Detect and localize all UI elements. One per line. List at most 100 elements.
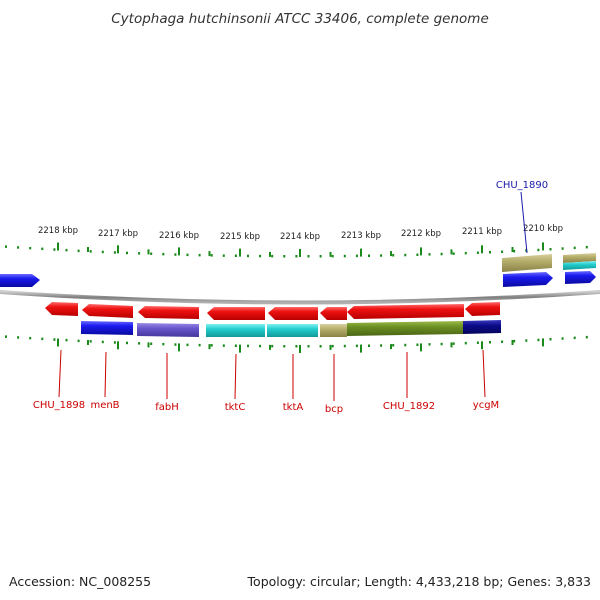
tick-mark [174,253,177,256]
lower-ruler-ticks [5,335,588,353]
cds-arrow-tkta[interactable] [268,307,318,320]
tick-mark [537,338,540,342]
accession-info: Accession: NC_008255 [9,574,151,589]
tick-mark [489,251,491,254]
tick-mark [198,343,201,347]
gene-block[interactable] [563,261,596,270]
tick-mark [101,340,104,344]
cds-arrow-fabh[interactable] [138,306,199,319]
reverse-strand-cds [45,302,500,320]
tick-mark [138,252,141,255]
tick-mark [150,252,153,255]
gene-arrow-forward[interactable] [565,271,596,284]
cds-arrow-chu1898[interactable] [45,302,78,316]
leader-line [482,349,486,398]
gene-labels: CHU_1898 menB fabH tktC tktA bcp CHU_189… [33,180,548,415]
feature-block-tkta[interactable] [267,324,318,337]
gene-label-fabh[interactable]: fabH [155,402,179,413]
ruler-label: 2217 kbp [98,229,138,239]
tick-mark [65,248,68,252]
gene-block-chu1890[interactable] [502,254,552,272]
ruler-label: 2211 kbp [462,227,502,237]
tick-mark [17,246,20,249]
tick-mark [41,337,44,341]
major-tick-mark [57,242,59,251]
tick-mark [525,339,528,342]
cds-arrow-ycgm[interactable] [465,302,500,316]
tick-mark [513,339,516,343]
gene-label-chu1898[interactable]: CHU_1898 [33,400,85,411]
major-tick-mark [117,245,119,254]
feature-block-chu1892[interactable] [347,321,463,336]
tick-mark [343,344,346,348]
tick-mark [380,344,383,347]
feature-block-ycgm[interactable] [463,320,501,334]
cds-arrow-bcp[interactable] [320,307,347,320]
minor-tick-mark [329,344,332,350]
major-tick-mark [178,247,180,256]
gene-label-ycgm[interactable]: ycgM [473,400,499,411]
tick-mark [331,254,334,258]
tick-mark [126,251,128,255]
major-tick-mark [360,344,362,353]
tick-mark [368,254,370,257]
major-tick-mark [239,344,241,353]
feature-block-fabh[interactable] [137,323,199,337]
minor-tick-mark [147,342,150,348]
gene-label-tkta[interactable]: tktA [283,402,304,413]
tick-mark [186,253,189,257]
tick-mark [549,248,552,251]
topology-value: circular [310,574,357,589]
feature-block-tktc[interactable] [206,324,265,337]
tick-mark [113,251,116,254]
tick-mark [392,254,395,257]
forward-strand-features [0,271,596,287]
tick-mark [404,253,407,257]
cds-arrow-menb[interactable] [82,304,133,318]
tick-mark [319,255,322,258]
map-title: Cytophaga hutchinsonii ATCC 33406, compl… [111,11,489,27]
tick-mark [113,341,116,344]
ruler-label: 2216 kbp [159,231,199,241]
tick-mark [464,341,467,345]
tick-mark [234,254,237,257]
minor-tick-mark [269,251,271,257]
tick-mark [138,342,141,345]
cds-arrow-tktc[interactable] [207,307,265,320]
tick-mark [295,345,298,348]
feature-block-menb[interactable] [81,321,133,335]
minor-tick-mark [208,251,211,257]
major-tick-mark [117,341,119,350]
tick-mark [210,344,213,347]
cds-arrow-chu1892[interactable] [347,304,464,319]
gene-label-menb[interactable]: menB [90,400,119,411]
tick-mark [428,253,431,256]
genome-summary: Topology: circular; Length: 4,433,218 bp… [248,574,591,589]
genes-value: 3,833 [555,574,591,589]
tick-mark [65,338,68,342]
tick-mark [77,249,80,253]
gene-label-chu1892[interactable]: CHU_1892 [383,401,435,412]
major-tick-mark [57,338,59,347]
major-tick-mark [299,249,301,257]
ruler-label: 2218 kbp [38,226,78,236]
separator: ; [356,574,361,589]
leader-line [58,349,62,398]
tick-mark [501,250,504,253]
tick-mark [355,344,358,348]
gene-label-bcp[interactable]: bcp [325,404,343,415]
gene-arrow-forward[interactable] [0,274,40,287]
leader-line [234,353,237,400]
gene-arrow-forward[interactable] [503,272,553,287]
accession-value: NC_008255 [79,574,152,589]
minor-tick-mark [511,340,514,345]
tick-mark [174,343,177,346]
gene-block[interactable] [563,253,596,263]
tick-mark [464,251,467,255]
gene-label-tktc[interactable]: tktC [225,402,246,413]
minor-tick-mark [147,249,150,255]
minor-tick-mark [329,251,332,257]
gene-label-chu1890[interactable]: CHU_1890 [496,180,548,191]
leader-line-chu1890 [520,191,528,254]
feature-block-bcp[interactable] [320,324,347,337]
